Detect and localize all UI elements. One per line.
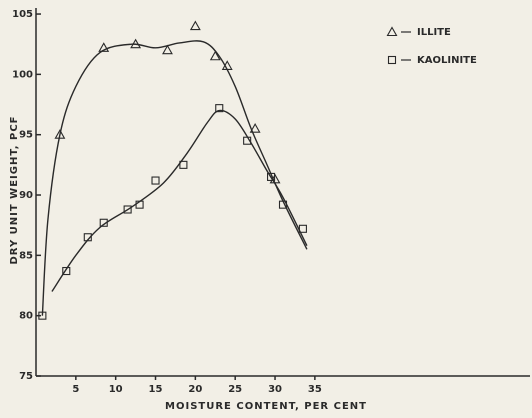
legend-label: KAOLINITE xyxy=(417,55,477,66)
triangle-marker xyxy=(162,44,173,55)
x-axis-label: MOISTURE CONTENT, PER CENT xyxy=(165,401,367,412)
x-tick-label: 25 xyxy=(228,384,242,395)
square-marker xyxy=(278,200,288,209)
y-tick-label: 95 xyxy=(19,130,33,141)
y-tick-label: 80 xyxy=(19,311,33,322)
y-tick-label: 85 xyxy=(19,250,33,261)
triangle-marker xyxy=(386,26,398,37)
y-tick-label: 100 xyxy=(12,69,33,80)
square-marker xyxy=(62,266,71,276)
fit-curve xyxy=(51,109,308,292)
x-tick-label: 10 xyxy=(109,384,123,395)
square-marker xyxy=(387,55,397,65)
x-tick-label: 30 xyxy=(268,384,282,395)
y-axis-label: DRY UNIT WEIGHT, PCF xyxy=(9,115,20,264)
x-tick-label: 35 xyxy=(308,384,322,395)
triangle-marker xyxy=(189,20,201,31)
y-tick-label: 90 xyxy=(19,190,33,201)
x-tick-label: 5 xyxy=(72,384,79,395)
square-marker xyxy=(179,160,188,169)
square-marker xyxy=(123,205,132,214)
triangle-marker xyxy=(54,129,66,139)
square-marker xyxy=(38,311,47,320)
square-marker xyxy=(298,224,307,233)
legend-label: ILLITE xyxy=(417,27,451,38)
square-marker xyxy=(215,104,224,113)
square-marker xyxy=(135,200,144,209)
y-tick-label: 75 xyxy=(19,371,33,382)
square-marker xyxy=(243,136,252,145)
square-marker xyxy=(83,233,92,242)
fit-curve xyxy=(41,40,308,316)
square-marker xyxy=(151,176,160,185)
square-marker xyxy=(266,172,276,181)
triangle-marker xyxy=(221,60,233,70)
triangle-marker xyxy=(249,123,261,133)
triangle-marker xyxy=(98,42,110,52)
x-tick-label: 15 xyxy=(149,384,163,395)
triangle-marker xyxy=(209,50,221,61)
triangle-marker xyxy=(130,38,142,49)
square-marker xyxy=(99,218,108,227)
x-tick-label: 20 xyxy=(188,384,202,395)
y-tick-label: 105 xyxy=(12,9,33,20)
